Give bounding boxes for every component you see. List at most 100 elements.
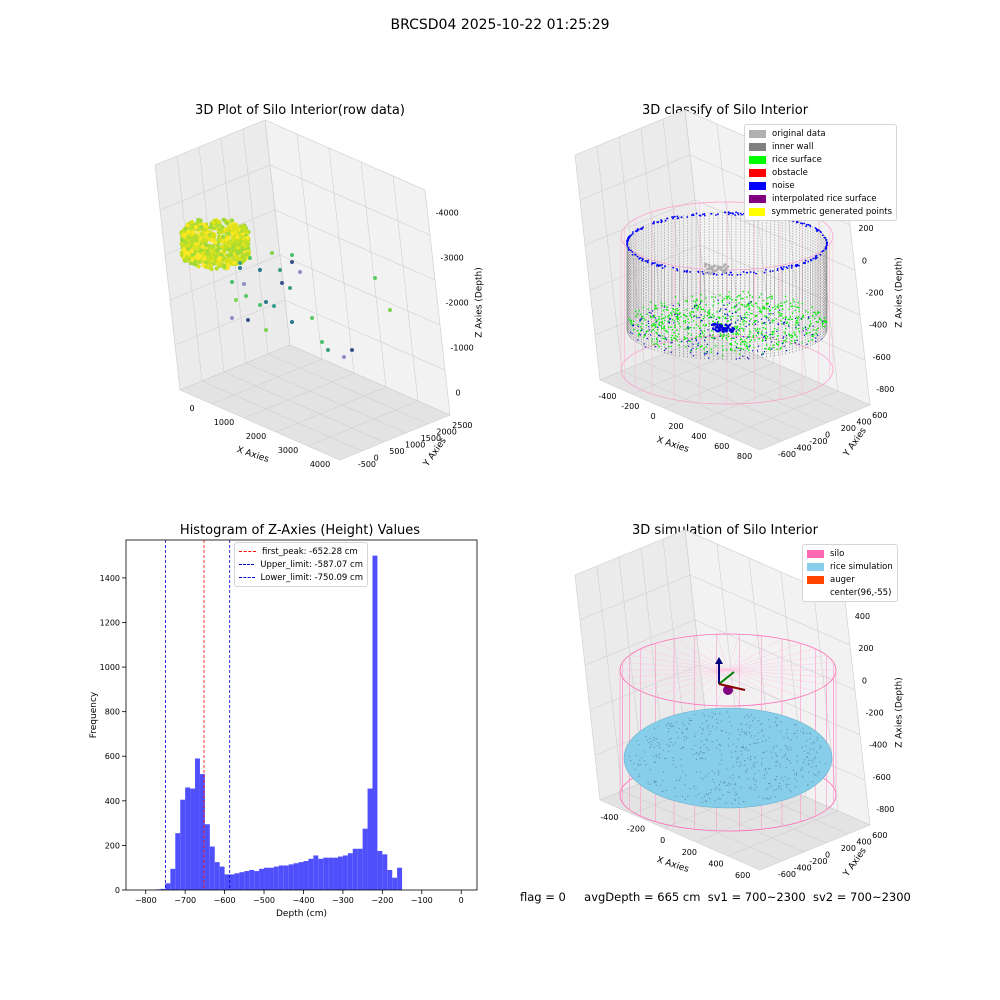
rice-simulation-point [644, 751, 646, 753]
rice-surface-point [811, 306, 813, 308]
rice-surface-point [650, 316, 652, 319]
rice-simulation-point [812, 748, 814, 750]
rice-simulation-point [657, 742, 659, 744]
rice-simulation-point [700, 757, 703, 759]
noise-point [723, 304, 725, 307]
noise-point [785, 335, 788, 337]
rice-surface-point [793, 333, 796, 335]
noise-point [636, 255, 639, 258]
rice-surface-point [688, 327, 690, 329]
rice-simulation-point [672, 744, 674, 746]
rice-surface-point [664, 316, 667, 318]
raw-data-point [213, 240, 218, 245]
raw-data-point [239, 228, 245, 234]
noise-point [783, 345, 785, 348]
noise-point [676, 215, 679, 218]
grid-line [179, 389, 341, 461]
rice-simulation-point [700, 740, 703, 742]
rice-surface-point [760, 332, 763, 335]
rice-simulation-point [707, 727, 709, 729]
noise-point [769, 270, 772, 273]
rice-simulation-point [645, 763, 647, 766]
rice-simulation-point [776, 775, 778, 778]
rice-simulation-point [739, 734, 741, 736]
grid-line [599, 379, 761, 451]
rice-surface-point [735, 333, 738, 336]
z-tick-label: -2000 [446, 299, 469, 308]
rice-simulation-point [682, 722, 684, 724]
rice-surface-point [638, 309, 641, 312]
rice-surface-point [761, 322, 764, 324]
raw-data-point [199, 224, 204, 230]
rice-simulation-point [813, 758, 816, 760]
rice-surface-point [784, 316, 787, 318]
rice-surface-point [731, 298, 733, 301]
rice-simulation-point [695, 759, 698, 761]
rice-surface-point [647, 308, 649, 310]
classify-legend: original data inner wall rice surface obsta… [744, 124, 897, 221]
rice-surface-point [784, 295, 787, 298]
noise-point [739, 315, 742, 317]
rice-surface-point [808, 331, 811, 334]
noise-point [811, 333, 813, 336]
noise-point [626, 245, 629, 247]
rice-simulation-point [766, 797, 768, 799]
noise-point [686, 340, 688, 343]
noise-point [825, 246, 828, 248]
rice-simulation-point [729, 776, 731, 778]
rice-simulation-point [670, 741, 672, 744]
rice-surface-point [671, 318, 674, 321]
rice-surface-point [730, 337, 733, 340]
rice-simulation-point [761, 722, 763, 724]
rice-surface-point [751, 296, 754, 298]
rice-simulation-point [659, 784, 662, 787]
grid-line [574, 154, 601, 381]
rice-simulation-point [668, 727, 670, 730]
rice-simulation-point [733, 788, 735, 790]
raw-data-point [258, 268, 262, 272]
rice-surface-point [712, 334, 714, 336]
rice-simulation-point [769, 798, 771, 800]
rice-surface-point [725, 349, 728, 351]
grid-line [662, 118, 689, 345]
rice-surface-point [750, 318, 752, 320]
rice-surface-point [781, 308, 784, 310]
noise-point [730, 322, 733, 325]
rice-surface-point [739, 323, 742, 325]
noise-point [707, 357, 710, 359]
noise-point [776, 330, 778, 333]
rice-surface-point [703, 315, 705, 318]
legend-label: original data [772, 128, 826, 139]
rice-simulation-point [698, 793, 700, 795]
histogram-bar [165, 883, 171, 890]
noise-point [762, 336, 765, 338]
rice-surface-point [815, 313, 817, 316]
rice-simulation-point [775, 725, 777, 727]
raw-data-point [223, 240, 229, 245]
rice-surface-point [788, 318, 791, 321]
legend-label: interpolated rice surface [772, 193, 877, 204]
rice-simulation-point [674, 742, 676, 744]
noise-point [728, 273, 731, 276]
rice-surface-point [769, 309, 771, 311]
rice-surface-point [771, 297, 773, 300]
noise-point [690, 349, 693, 351]
rice-surface-point [817, 327, 819, 330]
rice-surface-point [666, 306, 668, 309]
raw-data-point [242, 254, 247, 259]
legend-entry: original data [749, 127, 892, 140]
noise-point [753, 271, 755, 274]
rice-surface-point [686, 300, 688, 302]
rice-surface-point [652, 343, 655, 345]
rice-surface-point [646, 313, 648, 315]
rice-simulation-point [675, 732, 677, 734]
noise-point [664, 337, 667, 339]
rice-surface-point [747, 349, 750, 351]
legend-label: Upper_limit: -587.07 cm [260, 559, 363, 570]
rice-surface-point [661, 335, 664, 337]
rice-simulation-point [694, 735, 696, 737]
status-line: flag = 0 avgDepth = 665 cm sv1 = 700~230… [520, 890, 911, 904]
rice-simulation-point [790, 739, 792, 741]
rice-surface-point [710, 348, 713, 351]
